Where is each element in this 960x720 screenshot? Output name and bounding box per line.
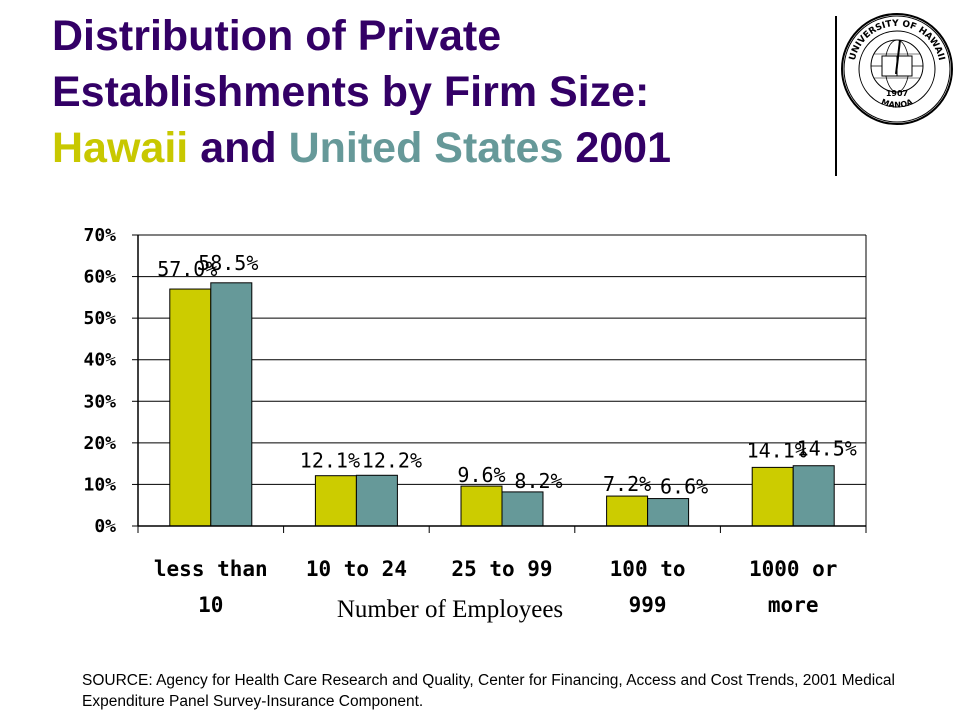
category-label: less than: [154, 557, 268, 581]
y-tick-label: 40%: [83, 350, 116, 371]
title-and: and: [200, 124, 277, 172]
data-label-us-4: 14.5%: [797, 437, 857, 461]
bar-chart: 0%10%20%30%40%50%60%70% 57.0%58.5%12.1% 1…: [83, 225, 867, 623]
seal-year: 1907: [886, 89, 908, 98]
chart-bars: [169, 282, 835, 527]
data-label-us-3: 6.6%: [660, 475, 708, 499]
category-label: 100 to: [610, 557, 686, 581]
bar-hawaii-0: [169, 288, 212, 527]
svg-text:MANOA: MANOA: [880, 97, 915, 110]
data-label-hawaii-1: 12.1%: [300, 449, 360, 473]
y-tick-label: 10%: [83, 474, 116, 495]
bar-us-2: [501, 491, 544, 527]
x-axis-title: Number of Employees: [337, 596, 563, 623]
data-label-us-2: 8.2%: [514, 469, 562, 493]
title-us: United States: [288, 124, 564, 172]
title-line-2: Establishments by Firm Size:: [52, 68, 650, 116]
y-tick-label: 70%: [83, 225, 116, 246]
category-label: 999: [629, 593, 667, 617]
title-line-1: Distribution of Private: [52, 12, 502, 60]
data-label-hawaii-3: 7.2%: [603, 472, 651, 496]
category-label: more: [768, 593, 819, 617]
university-seal-logo: UNIVERSITY OF HAWAII 1907 MANOA: [841, 13, 953, 125]
y-tick-label: 20%: [83, 433, 116, 454]
category-label: 10: [198, 593, 223, 617]
bar-hawaii-2: [460, 485, 503, 527]
x-axis-categories: less than 10 10 to 24 25 to 99 100 to 999 1000…: [154, 557, 838, 617]
category-label: 25 to 99: [451, 557, 552, 581]
category-label: 10 to 24: [306, 557, 407, 581]
bar-hawaii-4: [751, 466, 794, 527]
title-hawaii: Hawaii: [52, 124, 189, 172]
y-tick-label: 60%: [83, 267, 116, 288]
y-axis-ticks: 0% 10% 20% 30% 40% 50% 60% 70%: [83, 225, 116, 537]
bar-us-4: [792, 465, 835, 527]
category-label: 1000 or: [749, 557, 838, 581]
data-label-hawaii-4: 14.1%: [747, 438, 807, 462]
data-labels: 57.0%58.5% 12.1% 12.2% 9.6% 8.2% 7.2% 6.6% 14.1…: [157, 251, 857, 499]
data-label-hawaii-2: 9.6%: [457, 463, 505, 487]
y-tick-label: 0%: [94, 516, 116, 537]
title-divider: [835, 16, 837, 176]
bar-us-1: [355, 474, 398, 527]
bar-hawaii-1: [314, 475, 357, 527]
data-label-hawaii-0: 57.0%: [157, 257, 217, 281]
data-label-us-1: 12.2%: [362, 448, 422, 472]
seal-bottom-text: MANOA: [880, 97, 915, 110]
bar-hawaii-3: [606, 495, 649, 527]
chart-axes: [132, 234, 867, 533]
title-year: 2001: [575, 124, 671, 172]
slide-title: Distribution of Private Establishments b…: [52, 8, 812, 176]
source-note: SOURCE: Agency for Health Care Research …: [82, 672, 895, 710]
bar-us-0: [210, 282, 253, 527]
y-tick-label: 30%: [83, 391, 116, 412]
y-tick-label: 50%: [83, 308, 116, 329]
bar-us-3: [647, 498, 690, 527]
data-label-us-0: 58.5%: [198, 251, 258, 275]
